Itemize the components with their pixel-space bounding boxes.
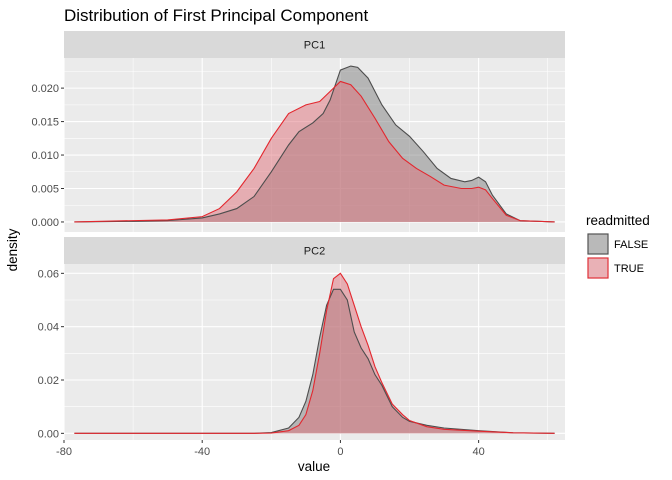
- x-tick-label: -80: [56, 446, 72, 458]
- panels: PC10.0000.0050.0100.0150.020PC20.000.020…: [31, 31, 565, 458]
- y-tick-label: 0.000: [31, 217, 59, 229]
- x-tick-label: -40: [194, 446, 210, 458]
- y-tick-label: 0.005: [31, 184, 59, 196]
- y-tick-label: 0.00: [38, 428, 59, 440]
- strip-label: PC1: [304, 40, 325, 52]
- y-axis-title: density: [5, 228, 20, 271]
- x-tick-label: 40: [472, 446, 484, 458]
- x-axis-title: value: [298, 459, 330, 474]
- density-line-true: [74, 272, 555, 434]
- chart-title: Distribution of First Principal Componen…: [64, 6, 369, 25]
- y-tick-label: 0.020: [31, 83, 59, 95]
- legend-key-true: [587, 257, 609, 279]
- x-tick-label: 0: [337, 446, 343, 458]
- strip-background: [64, 31, 565, 58]
- density-area-true: [74, 273, 555, 434]
- density-line-false: [74, 288, 555, 434]
- density-line-false: [74, 65, 555, 223]
- y-tick-label: 0.015: [31, 117, 59, 129]
- strip-background: [64, 237, 565, 264]
- legend: readmitted FALSE TRUE: [586, 213, 650, 279]
- y-tick-label: 0.04: [38, 322, 59, 334]
- legend-key-false: [587, 233, 609, 255]
- y-tick-label: 0.010: [31, 150, 59, 162]
- panel-pc1: PC1 0.000 0.005 0.010 0.015 0.020: [31, 31, 565, 232]
- y-tick-label: 0.06: [38, 268, 59, 280]
- legend-label-true: TRUE: [614, 263, 644, 275]
- density-line-true: [74, 80, 555, 223]
- panel-pc2: PC2 0.00 0.02 0.04 0.06 -80 -40 0 40: [38, 237, 565, 458]
- legend-title: readmitted: [586, 213, 650, 228]
- y-tick-label: 0.02: [38, 375, 59, 387]
- legend-label-false: FALSE: [614, 239, 648, 251]
- strip-label: PC2: [304, 246, 325, 258]
- density-area-true: [74, 81, 555, 222]
